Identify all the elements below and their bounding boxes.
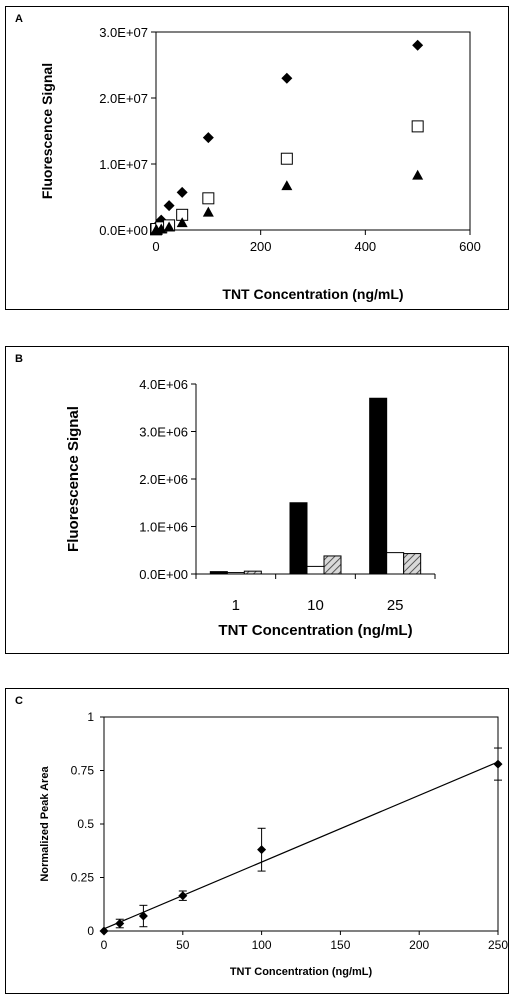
x-tick-label-c: 0 xyxy=(101,938,108,952)
x-tick-label-c: 100 xyxy=(252,938,272,952)
panel-b: B 0.0E+00 1.0E+06 2.0E+06 3.0E+06 4.0E+06 1 10… xyxy=(5,346,509,654)
data-point-a-s1 xyxy=(163,200,175,212)
x-axis-label-a: TNT Concentration (ng/mL) xyxy=(222,286,403,302)
y-tick-label-b: 2.0E+06 xyxy=(139,472,188,487)
y-tick-label-a: 1.0E+07 xyxy=(99,157,148,172)
data-point-a-s2 xyxy=(202,192,215,205)
x-tick-label-a: 0 xyxy=(152,239,159,254)
bar-b-s2 xyxy=(386,552,405,575)
bar-b-s2 xyxy=(226,572,245,575)
x-tick-label-b: 10 xyxy=(307,597,324,614)
panel-c: C 0 0.25 0.5 0.75 1 0 50 100 150 200 250 TNT Concen… xyxy=(5,688,509,994)
chart-b: 0.0E+00 1.0E+06 2.0E+06 3.0E+06 4.0E+06 1 10 25… xyxy=(65,377,436,639)
panel-a: A 0.0E+00 1.0E+07 2.0E+07 3.0E+07 0 200 400 600… xyxy=(5,6,509,310)
data-point-a-s3 xyxy=(176,217,188,228)
x-axis-label-b: TNT Concentration (ng/mL) xyxy=(218,622,412,639)
panel-a-letter: A xyxy=(15,13,23,25)
chart-a: 0.0E+00 1.0E+07 2.0E+07 3.0E+07 0 200 400 600 TN… xyxy=(39,25,481,302)
data-point-a-s3 xyxy=(163,221,175,232)
x-tick-label-a: 400 xyxy=(354,239,376,254)
data-point-a-s3 xyxy=(412,169,424,180)
x-axis-label-c: TNT Concentration (ng/mL) xyxy=(230,966,373,978)
y-tick-label-c: 0.75 xyxy=(71,764,95,778)
x-tick-label-b: 25 xyxy=(387,597,404,614)
data-point-c xyxy=(115,919,125,929)
data-point-a-s1 xyxy=(412,39,424,51)
y-tick-label-c: 0 xyxy=(87,924,94,938)
x-tick-label-c: 50 xyxy=(176,938,190,952)
y-tick-label-a: 0.0E+00 xyxy=(99,223,148,238)
chart-c: 0 0.25 0.5 0.75 1 0 50 100 150 200 250 TNT Concentr… xyxy=(39,710,508,978)
data-point-a-s3 xyxy=(281,180,293,191)
data-point-c xyxy=(99,926,109,936)
y-axis-label-b: Fluorescence Signal xyxy=(65,406,82,552)
plot-area-c xyxy=(103,716,499,932)
data-point-c xyxy=(178,891,188,901)
y-tick-label-c: 0.5 xyxy=(77,817,94,831)
fit-line-c xyxy=(103,761,499,930)
bar-b-s1 xyxy=(369,397,388,575)
data-point-a-s1 xyxy=(281,72,293,84)
data-point-a-s2 xyxy=(411,120,424,133)
x-tick-label-c: 200 xyxy=(409,938,429,952)
bar-b-s1 xyxy=(209,571,228,575)
data-point-a-s3 xyxy=(202,206,214,217)
x-tick-label-c: 250 xyxy=(488,938,508,952)
y-tick-label-b: 0.0E+00 xyxy=(139,567,188,582)
bar-b-s1 xyxy=(289,502,308,575)
bar-b-s3 xyxy=(243,570,262,575)
y-axis-label-a: Fluorescence Signal xyxy=(39,63,55,199)
data-point-c xyxy=(257,845,267,855)
y-tick-label-b: 4.0E+06 xyxy=(139,377,188,392)
panel-c-letter: C xyxy=(15,695,23,707)
bar-b-s3 xyxy=(323,555,342,575)
y-tick-label-b: 3.0E+06 xyxy=(139,425,188,440)
x-tick-label-a: 200 xyxy=(250,239,272,254)
x-tick-label-a: 600 xyxy=(459,239,481,254)
data-point-c xyxy=(138,911,148,921)
bar-b-s2 xyxy=(306,565,325,575)
x-tick-label-c: 150 xyxy=(330,938,350,952)
y-tick-label-a: 2.0E+07 xyxy=(99,91,148,106)
bar-b-s3 xyxy=(403,553,422,575)
y-tick-label-c: 0.25 xyxy=(71,871,95,885)
panel-b-letter: B xyxy=(15,353,23,365)
data-point-c xyxy=(493,759,503,769)
y-tick-label-c: 1 xyxy=(87,710,94,724)
plot-area-a xyxy=(155,31,471,231)
y-tick-label-b: 1.0E+06 xyxy=(139,520,188,535)
x-tick-label-b: 1 xyxy=(232,597,240,614)
y-tick-label-a: 3.0E+07 xyxy=(99,25,148,40)
data-point-a-s2 xyxy=(280,152,293,165)
data-point-a-s1 xyxy=(176,186,188,198)
y-axis-label-c: Normalized Peak Area xyxy=(39,766,51,882)
data-point-a-s1 xyxy=(202,132,214,144)
